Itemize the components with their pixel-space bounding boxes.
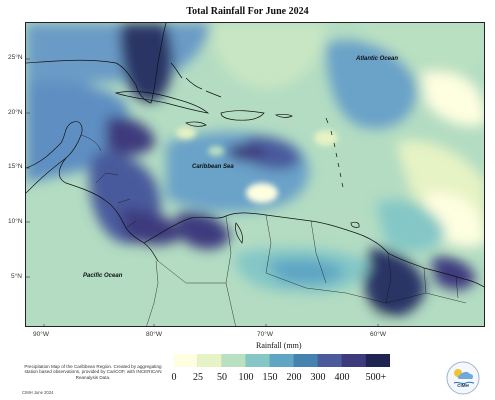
legend-tick-label: 200 xyxy=(286,372,302,383)
legend-swatch xyxy=(270,354,294,367)
lat-label-15n: 15°N xyxy=(8,163,23,170)
logo-emblem-icon xyxy=(446,361,480,395)
legend-swatch xyxy=(174,354,198,367)
lat-label-10n: 10°N xyxy=(8,218,23,225)
legend-swatch xyxy=(342,354,366,367)
lon-label-70w: 70°W xyxy=(257,331,273,338)
legend-tick-label: 0 xyxy=(171,372,177,383)
legend-swatch xyxy=(366,354,390,367)
legend-tick-label: 150 xyxy=(262,372,278,383)
legend-tick-label: 400 xyxy=(334,372,350,383)
lon-label-80w: 80°W xyxy=(146,331,162,338)
cimh-logo: CIMH xyxy=(446,361,480,395)
legend-tick-label: 25 xyxy=(193,372,203,383)
coastlines xyxy=(26,23,484,288)
legend-tick-label: 50 xyxy=(217,372,227,383)
label-pacific-ocean: Pacific Ocean xyxy=(83,273,123,279)
legend-swatch xyxy=(198,354,222,367)
legend-tick-label: 500+ xyxy=(365,372,387,383)
map-credit: CIMH June 2024 xyxy=(22,390,54,395)
rainfall-map-svg xyxy=(26,23,484,326)
legend-swatch xyxy=(318,354,342,367)
label-atlantic-ocean: Atlantic Ocean xyxy=(356,56,399,62)
rainfall-map: Atlantic Ocean Caribbean Sea Pacific Oce… xyxy=(25,22,485,327)
logo-text: CIMH xyxy=(457,383,469,388)
map-title: Total Rainfall For June 2024 xyxy=(186,6,309,17)
legend-tick-label: 300 xyxy=(310,372,326,383)
legend-title: Rainfall (mm) xyxy=(256,341,302,350)
legend-swatch xyxy=(246,354,270,367)
legend-colorbar xyxy=(174,354,390,367)
lon-label-60w: 60°W xyxy=(370,331,386,338)
lat-label-20n: 20°N xyxy=(8,109,23,116)
label-caribbean-sea: Caribbean Sea xyxy=(192,164,234,170)
country-borders xyxy=(80,134,467,326)
graticule-ticks xyxy=(26,58,379,326)
lat-label-5n: 5°N xyxy=(11,273,22,280)
legend-swatch xyxy=(294,354,318,367)
legend-swatch xyxy=(222,354,246,367)
lat-label-25n: 25°N xyxy=(8,54,23,61)
legend-tick-label: 100 xyxy=(238,372,254,383)
lon-label-90w: 90°W xyxy=(33,331,49,338)
map-footnote: Precipitation Map of the Caribbean Regio… xyxy=(24,364,162,380)
